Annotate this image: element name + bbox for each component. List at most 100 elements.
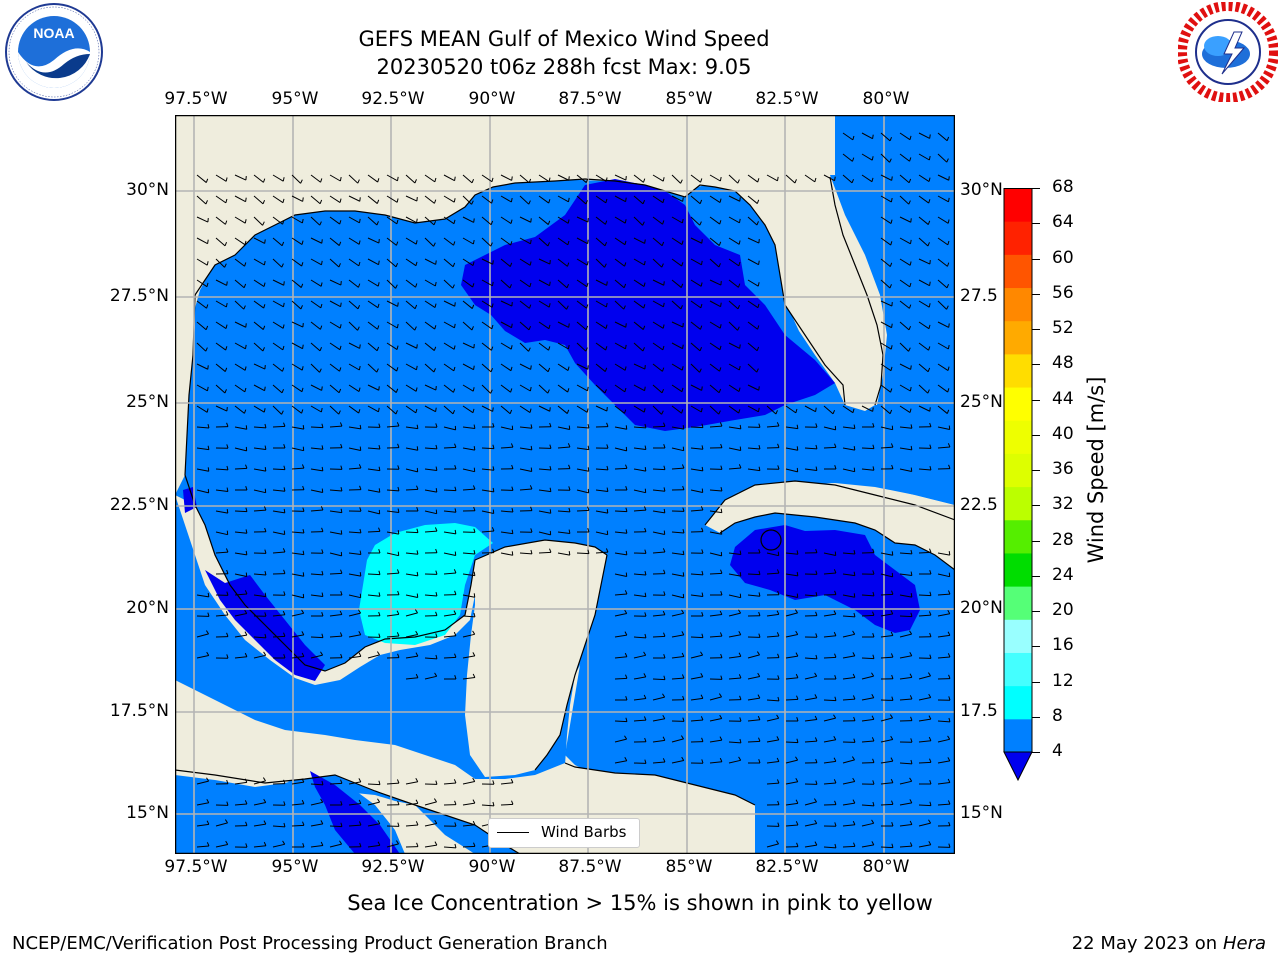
wind-barb bbox=[785, 426, 798, 430]
wind-barb-feather bbox=[453, 610, 457, 615]
wind-barb bbox=[576, 509, 590, 512]
wind-barb-feather bbox=[643, 673, 647, 678]
wind-barb-feather bbox=[283, 508, 286, 513]
wind-barb bbox=[709, 174, 721, 182]
wind-barb-feather bbox=[852, 630, 856, 635]
wind-barb bbox=[690, 405, 702, 413]
wind-barb bbox=[196, 174, 207, 183]
wind-barb bbox=[747, 654, 760, 659]
wind-barb-feather bbox=[244, 652, 248, 657]
colorbar-tick-mark bbox=[1032, 716, 1040, 718]
wind-barb bbox=[386, 635, 399, 638]
colorbar-segment bbox=[1004, 353, 1032, 388]
wind-barb-feather bbox=[245, 843, 248, 848]
wind-barb-feather bbox=[853, 550, 856, 555]
wind-barb-feather bbox=[832, 409, 836, 415]
wind-barb-feather bbox=[566, 283, 570, 289]
wind-barb-feather bbox=[719, 632, 723, 637]
wind-barb-feather bbox=[283, 591, 286, 596]
wind-barb-feather bbox=[947, 757, 951, 762]
wind-barb-feather bbox=[226, 281, 228, 286]
wind-barb-feather bbox=[357, 326, 360, 331]
wind-barb bbox=[291, 237, 303, 245]
wind-barb-feather bbox=[282, 548, 286, 553]
wind-barb bbox=[538, 258, 551, 265]
wind-barb-feather bbox=[737, 304, 741, 310]
wind-barb bbox=[633, 468, 646, 472]
wind-barb-feather bbox=[851, 756, 856, 761]
wind-barb bbox=[652, 635, 666, 638]
wind-barb bbox=[310, 594, 323, 597]
wind-barb bbox=[842, 615, 856, 618]
wind-barb bbox=[253, 573, 266, 576]
wind-barb bbox=[652, 300, 664, 308]
wind-barb bbox=[234, 384, 246, 393]
wind-barb-feather bbox=[530, 549, 533, 554]
wind-barb bbox=[671, 612, 684, 617]
wind-barb-feather bbox=[815, 611, 818, 616]
wind-barb bbox=[842, 174, 853, 184]
wind-barb-feather bbox=[681, 631, 685, 636]
wind-barb-feather bbox=[604, 389, 607, 394]
wind-barb bbox=[671, 760, 684, 764]
wind-barb bbox=[785, 634, 798, 638]
wind-barb bbox=[652, 279, 665, 286]
wind-barb-feather bbox=[378, 549, 381, 554]
wind-barb bbox=[728, 552, 741, 555]
wind-barb-feather bbox=[264, 467, 267, 472]
wind-barb-feather bbox=[452, 388, 456, 393]
wind-barb-feather bbox=[661, 367, 665, 372]
wind-barb-feather bbox=[529, 282, 532, 288]
wind-barb-feather bbox=[929, 134, 931, 139]
wind-barb bbox=[899, 655, 912, 659]
colorbar-segment bbox=[1004, 188, 1032, 222]
wind-barb bbox=[424, 321, 436, 330]
wind-barb bbox=[671, 174, 681, 184]
wind-barb bbox=[215, 531, 228, 536]
wind-barb bbox=[386, 613, 399, 617]
wind-barb-feather bbox=[872, 548, 875, 553]
wind-barb-feather bbox=[566, 305, 569, 310]
wind-barb-feather bbox=[834, 176, 836, 181]
graticule bbox=[175, 115, 955, 854]
wind-barb bbox=[348, 237, 360, 245]
wind-barb bbox=[709, 237, 720, 246]
atlantic-ocean bbox=[830, 115, 955, 505]
wind-barb bbox=[899, 384, 911, 392]
wind-barb bbox=[918, 468, 931, 471]
wind-barb-feather bbox=[928, 693, 932, 698]
wind-barb-feather bbox=[225, 346, 228, 351]
wind-barb-feather bbox=[624, 735, 628, 740]
wind-barb-feather bbox=[300, 305, 303, 310]
wind-barb-feather bbox=[472, 799, 476, 804]
wind-barb-feather bbox=[815, 423, 818, 428]
wind-barb bbox=[538, 174, 550, 182]
wind-barb bbox=[785, 781, 798, 785]
wind-barb bbox=[405, 552, 418, 555]
colorbar-tick-mark bbox=[1032, 681, 1040, 683]
wind-barb bbox=[614, 300, 625, 310]
wind-barb-feather bbox=[339, 198, 342, 203]
wind-barb bbox=[272, 405, 282, 415]
wind-barb bbox=[462, 615, 476, 618]
wind-barb bbox=[557, 384, 569, 393]
wind-barb-feather bbox=[910, 445, 913, 450]
wind-barb-feather bbox=[245, 344, 247, 349]
wind-barb bbox=[918, 153, 930, 161]
wind-barb bbox=[899, 615, 913, 618]
wind-barb-feather bbox=[587, 467, 590, 472]
wind-barb bbox=[462, 237, 474, 245]
wind-barb-feather bbox=[262, 777, 267, 782]
wind-barb bbox=[196, 468, 209, 472]
wind-barb-feather bbox=[302, 197, 304, 202]
wind-barb-feather bbox=[454, 176, 456, 181]
wind-barb-feather bbox=[300, 283, 304, 288]
wind-barb-feather bbox=[435, 654, 438, 659]
wind-barb bbox=[538, 405, 551, 412]
wind-barb bbox=[272, 425, 286, 428]
wind-barb-feather bbox=[796, 738, 799, 743]
wind-barb-feather bbox=[472, 485, 476, 490]
wind-barb bbox=[937, 216, 949, 224]
wind-barb-feather bbox=[757, 715, 761, 720]
wind-barb-feather bbox=[756, 221, 759, 226]
